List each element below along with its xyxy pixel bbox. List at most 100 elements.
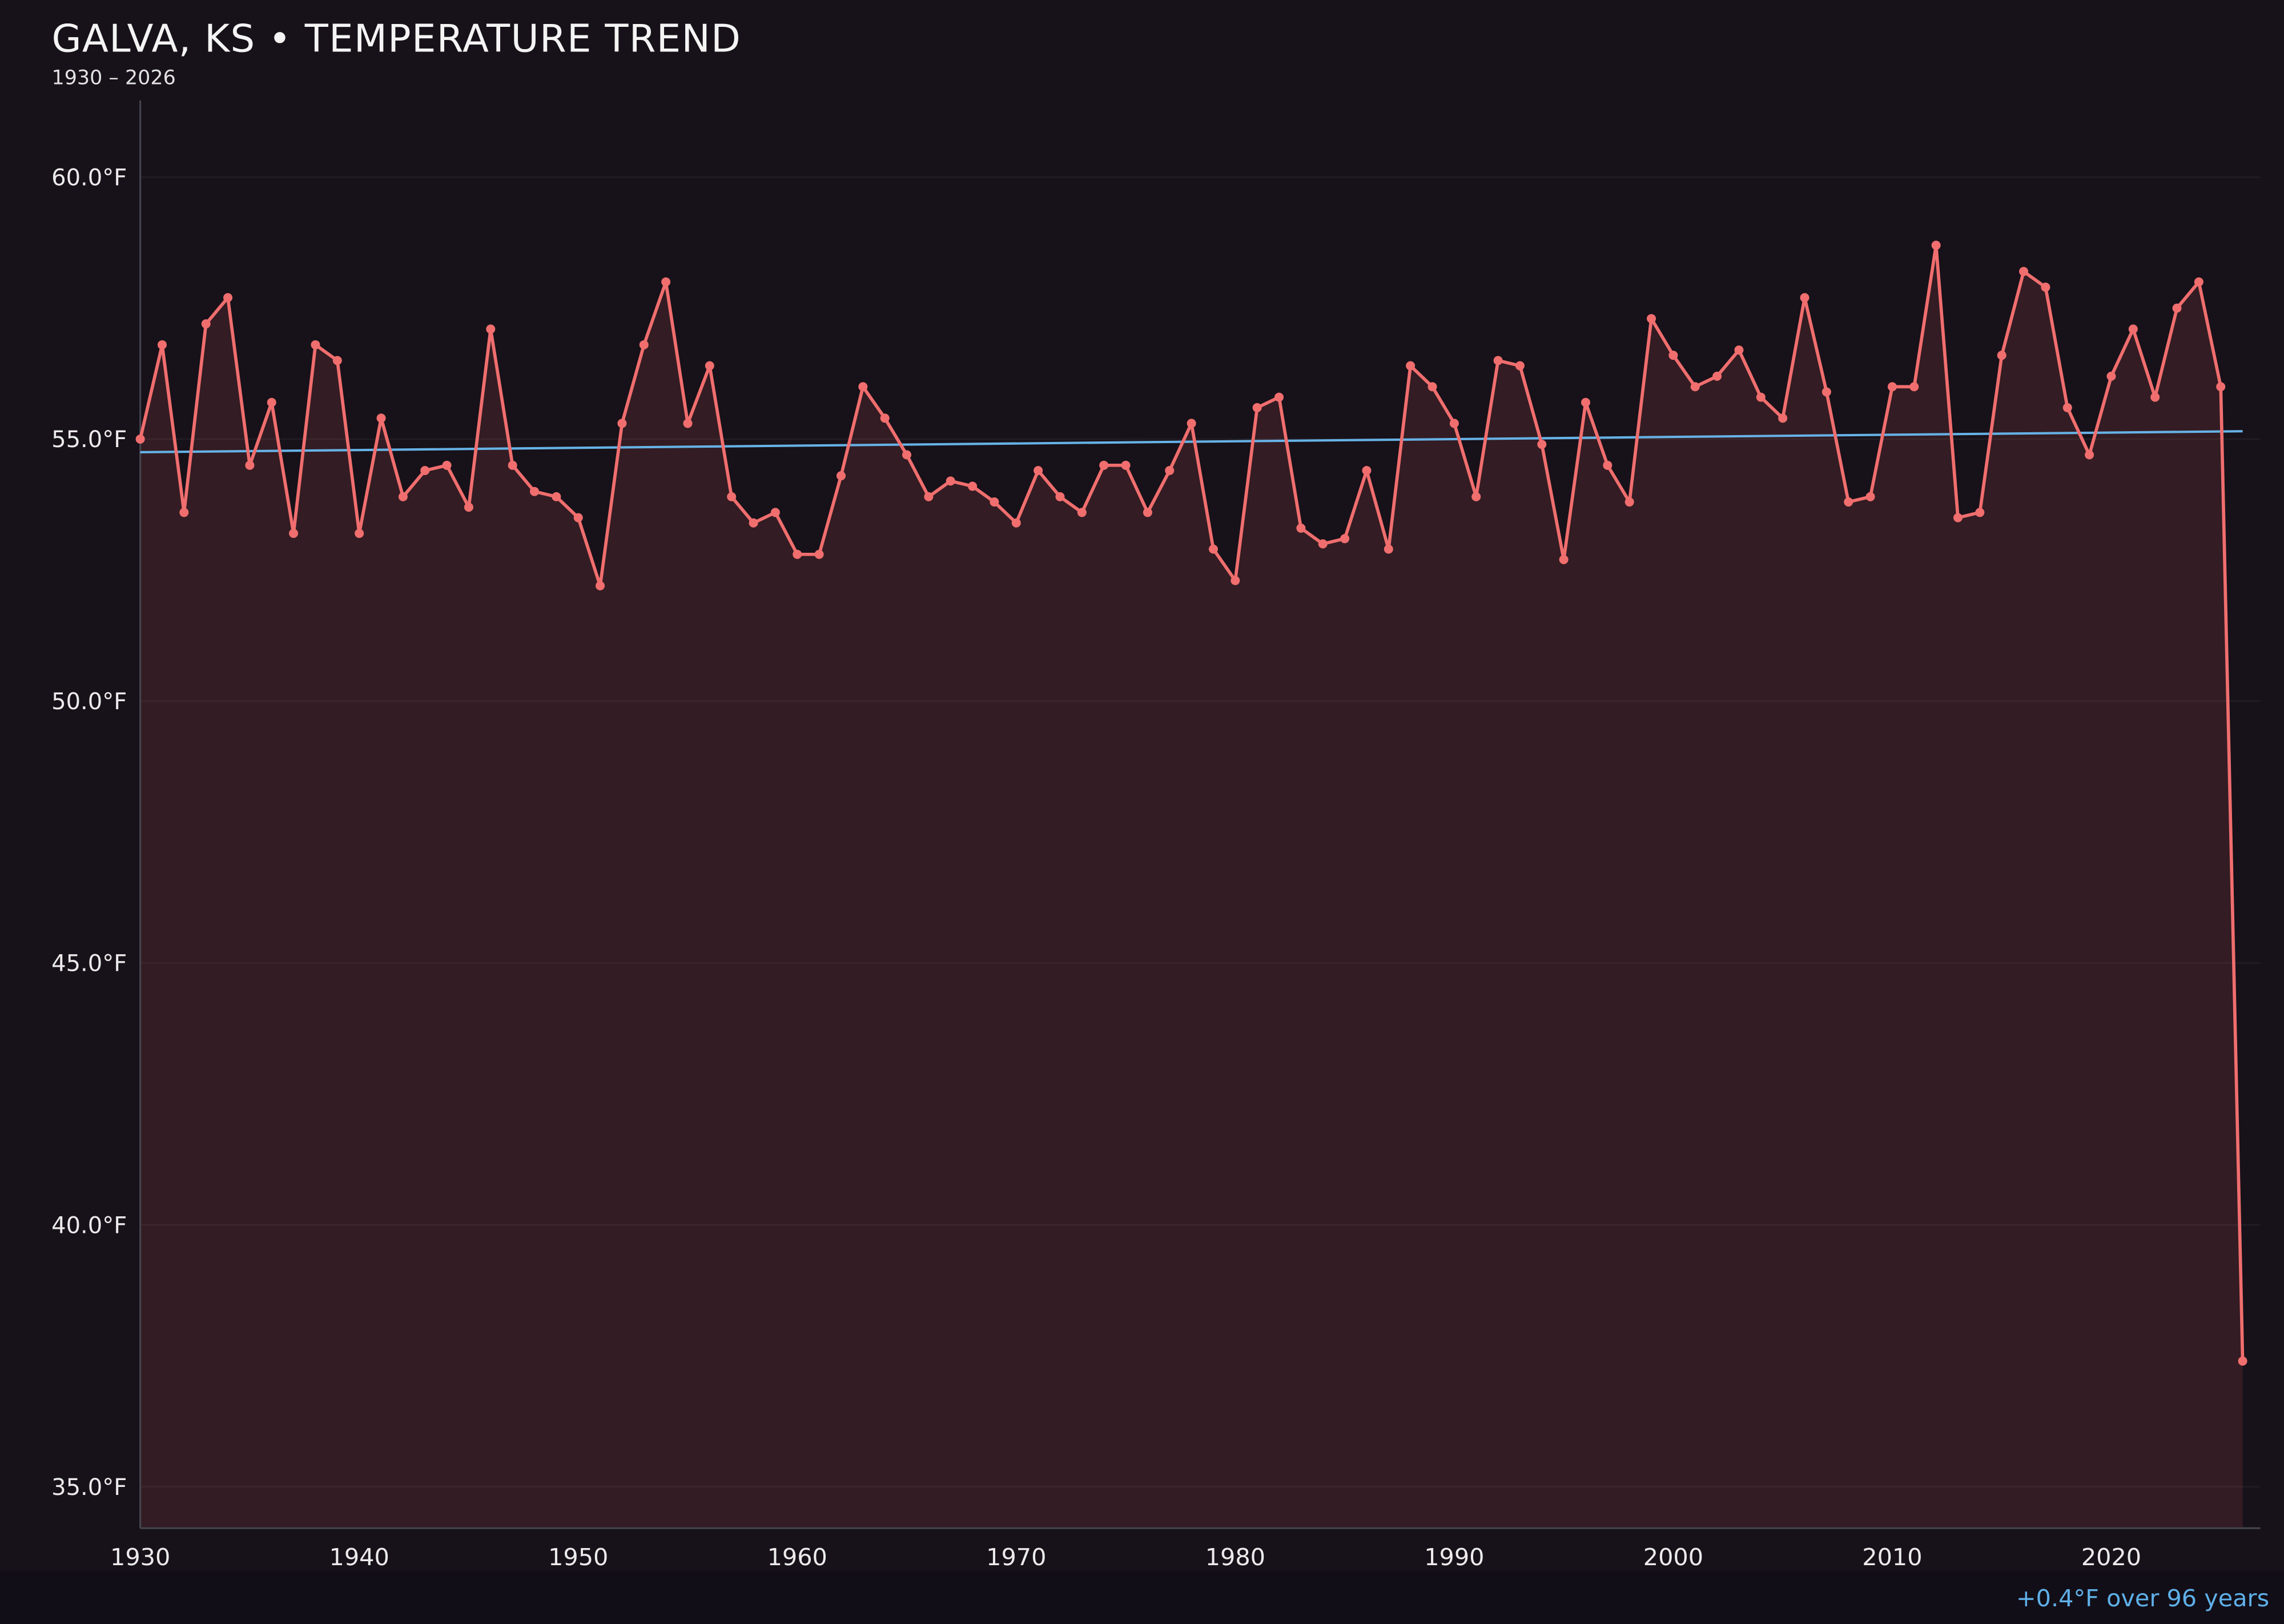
- data-point: [573, 513, 583, 522]
- data-point: [1165, 466, 1175, 476]
- data-point: [990, 497, 999, 507]
- data-point: [705, 361, 714, 371]
- y-axis-tick-label: 40.0°F: [51, 1212, 127, 1239]
- data-point: [770, 508, 780, 517]
- data-point: [924, 492, 934, 501]
- data-point: [1668, 351, 1678, 360]
- data-point: [858, 382, 868, 392]
- y-axis-tick-label: 55.0°F: [51, 427, 127, 453]
- data-point: [1340, 534, 1350, 544]
- data-point: [311, 340, 320, 349]
- data-point: [1427, 382, 1437, 392]
- data-point: [2019, 267, 2029, 276]
- data-point: [157, 340, 167, 349]
- data-point: [245, 460, 255, 470]
- chart-title: GALVA, KS • TEMPERATURE TREND: [51, 18, 742, 62]
- data-point: [1603, 460, 1613, 470]
- x-axis-tick-label: 1960: [767, 1543, 827, 1571]
- data-point: [179, 508, 189, 517]
- x-axis-tick-label: 2000: [1643, 1543, 1703, 1571]
- y-axis-tick-label: 45.0°F: [51, 951, 127, 977]
- data-point: [1384, 544, 1393, 554]
- data-point: [2172, 303, 2182, 313]
- data-point: [814, 549, 824, 559]
- y-axis-tick-label: 35.0°F: [51, 1474, 127, 1501]
- data-point: [1055, 492, 1065, 501]
- data-point: [2238, 1356, 2247, 1366]
- data-point: [1690, 382, 1700, 392]
- data-point: [1121, 460, 1131, 470]
- data-point: [639, 340, 649, 349]
- data-point: [1187, 419, 1196, 428]
- data-point: [508, 460, 517, 470]
- data-point: [332, 356, 342, 365]
- x-axis-tick-label: 1980: [1205, 1543, 1265, 1571]
- data-point: [1624, 497, 1634, 507]
- data-point: [2128, 324, 2138, 334]
- data-point: [2150, 392, 2160, 402]
- data-point: [1318, 539, 1328, 549]
- data-point: [1778, 413, 1788, 423]
- data-point: [1887, 382, 1897, 392]
- data-point: [1647, 313, 1656, 323]
- data-point: [1143, 508, 1152, 517]
- data-point: [135, 434, 145, 444]
- data-point: [1034, 466, 1043, 476]
- x-axis-tick-label: 1940: [329, 1543, 389, 1571]
- data-point: [1581, 397, 1590, 407]
- x-axis-tick-label: 2020: [2081, 1543, 2141, 1571]
- data-point: [661, 277, 671, 287]
- footer-bar: +0.4°F over 96 years: [0, 1571, 2284, 1624]
- data-point: [1559, 554, 1569, 564]
- data-point: [1515, 361, 1525, 371]
- data-point: [552, 492, 561, 501]
- data-point: [749, 518, 758, 528]
- data-point: [464, 503, 473, 512]
- data-point: [1844, 497, 1853, 507]
- data-point: [289, 529, 299, 538]
- data-point: [1997, 351, 2006, 360]
- data-point: [529, 487, 540, 496]
- data-point: [1252, 403, 1262, 412]
- x-axis-tick-label: 1970: [986, 1543, 1046, 1571]
- x-axis-tick-label: 2010: [1862, 1543, 1922, 1571]
- data-point: [1077, 508, 1087, 517]
- x-axis-tick-label: 1950: [548, 1543, 608, 1571]
- data-point: [1734, 345, 1744, 355]
- data-point: [1712, 371, 1722, 381]
- data-point: [1800, 293, 1809, 303]
- data-point: [1208, 544, 1218, 554]
- chart-header: GALVA, KS • TEMPERATURE TREND 1930 – 202…: [51, 18, 741, 90]
- data-point: [1909, 382, 1919, 392]
- temperature-area-fill: [140, 245, 2243, 1529]
- data-point: [1231, 576, 1240, 585]
- data-point: [267, 397, 276, 407]
- data-point: [398, 492, 408, 501]
- data-point: [683, 419, 693, 428]
- data-point: [2106, 371, 2116, 381]
- chart-subtitle: 1930 – 2026: [51, 66, 176, 90]
- data-point: [1953, 513, 1963, 522]
- data-point: [223, 293, 233, 303]
- data-point: [1471, 492, 1481, 501]
- data-point: [1099, 460, 1109, 470]
- data-point: [355, 529, 364, 538]
- data-point: [1931, 240, 1941, 250]
- x-axis-tick-label: 1930: [110, 1543, 170, 1571]
- data-point: [420, 466, 430, 476]
- y-axis-tick-label: 60.0°F: [51, 164, 127, 191]
- x-axis-tick-label: 1990: [1424, 1543, 1484, 1571]
- trend-annotation: +0.4°F over 96 years: [2016, 1583, 2270, 1612]
- data-point: [2194, 277, 2203, 287]
- data-point: [880, 413, 890, 423]
- data-point: [946, 476, 955, 486]
- data-point: [1756, 392, 1766, 402]
- data-point: [201, 319, 211, 329]
- data-point: [836, 471, 846, 481]
- data-point: [2041, 282, 2050, 292]
- y-axis-tick-label: 50.0°F: [51, 689, 127, 715]
- data-point: [1865, 492, 1875, 501]
- data-point: [617, 419, 627, 428]
